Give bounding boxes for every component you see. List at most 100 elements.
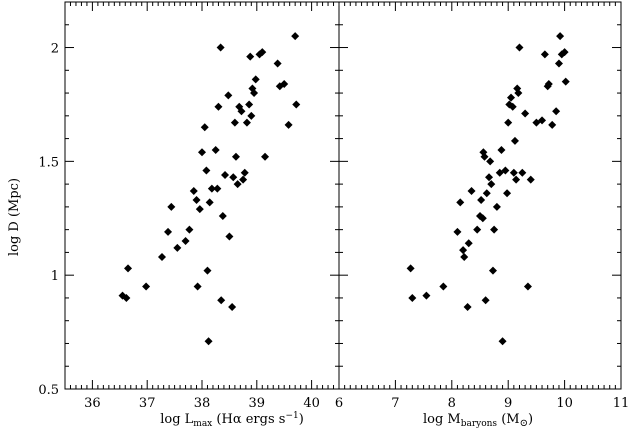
left-x-label-sup: −1 — [285, 411, 298, 421]
right-data-point — [478, 214, 487, 223]
left-data-point — [229, 173, 238, 182]
right-data-point — [459, 246, 468, 255]
left-data-point — [240, 168, 249, 177]
left-data-point — [164, 227, 173, 236]
left-data-point — [250, 89, 259, 98]
right-x-tick-label: 8 — [448, 396, 456, 411]
right-data-point — [508, 102, 517, 111]
right-data-point — [514, 89, 523, 98]
right-x-label-sun: ⊙ — [520, 418, 528, 429]
right-data-point — [422, 291, 431, 300]
left-data-point — [122, 293, 131, 302]
right-data-point — [453, 227, 462, 236]
right-x-axis-label: log Mbaryons (M⊙) — [423, 412, 533, 429]
right-x-tick-label: 11 — [613, 396, 628, 411]
right-data-point — [486, 157, 495, 166]
right-data-point — [481, 296, 490, 305]
left-data-point — [173, 243, 182, 252]
left-data-point — [228, 303, 237, 312]
right-data-point — [480, 152, 489, 161]
right-data-point — [548, 120, 557, 129]
left-data-point — [245, 100, 254, 109]
right-data-point — [408, 293, 417, 302]
right-data-point — [523, 282, 532, 291]
right-x-tick-label: 6 — [335, 396, 343, 411]
right-data-point — [463, 303, 472, 312]
right-data-point — [556, 32, 565, 41]
right-data-point — [515, 43, 524, 52]
left-data-point — [239, 175, 248, 184]
right-data-point — [518, 168, 527, 177]
right-data-point — [460, 252, 469, 261]
right-data-point — [488, 266, 497, 275]
left-plot-frame — [64, 1, 340, 390]
right-data-point — [510, 136, 519, 145]
left-panel: 36 37 38 39 40 0.5 1 1.5 2 — [38, 1, 340, 411]
right-x-label-base: log M — [423, 412, 461, 427]
right-data-point — [487, 180, 496, 189]
left-data-point — [213, 184, 222, 193]
right-data-point — [512, 175, 521, 184]
right-x-label-after-sub: (M — [497, 412, 520, 427]
left-data-point — [231, 152, 240, 161]
right-plot-frame — [338, 1, 622, 390]
right-data-point — [490, 225, 499, 234]
right-x-label-close: ) — [528, 412, 533, 427]
right-data-point — [492, 202, 501, 211]
left-data-point — [192, 196, 201, 205]
right-panel: 6 7 8 9 10 11 — [335, 1, 628, 411]
right-data-point — [473, 225, 482, 234]
left-data-point — [167, 202, 176, 211]
right-data-point — [477, 196, 486, 205]
left-data-point — [221, 171, 230, 180]
left-data-point — [124, 264, 133, 273]
right-x-label-sub: baryons — [461, 419, 498, 429]
left-y-tick-label: 1 — [51, 269, 59, 284]
left-y-tick-label: 0.5 — [38, 383, 59, 398]
right-data-point — [507, 93, 516, 102]
right-data-point — [467, 186, 476, 195]
left-data-point — [204, 337, 213, 346]
right-x-tick-label: 7 — [391, 396, 399, 411]
right-data-point — [560, 48, 569, 57]
right-data-point — [497, 145, 506, 154]
right-data-point — [538, 116, 547, 125]
left-y-tick-label: 2 — [51, 42, 59, 57]
left-data-point — [189, 186, 198, 195]
left-x-tick-label: 40 — [303, 396, 320, 411]
right-data-point — [498, 337, 507, 346]
right-data-point — [504, 118, 513, 127]
right-data-point — [482, 189, 491, 198]
left-data-point — [291, 32, 300, 41]
left-data-point — [195, 205, 204, 214]
left-data-point — [198, 148, 206, 157]
left-data-point — [207, 184, 216, 193]
right-data-point — [561, 77, 570, 86]
left-x-tick-label: 38 — [194, 396, 211, 411]
left-data-point — [203, 266, 212, 275]
left-data-point — [247, 111, 256, 120]
right-data-point — [503, 189, 512, 198]
right-data-point — [464, 239, 473, 248]
left-x-label-base: log L — [160, 412, 193, 427]
left-data-point — [216, 43, 225, 52]
left-x-tick-label: 39 — [249, 396, 266, 411]
left-data-point — [261, 152, 270, 161]
right-data-point — [509, 168, 518, 177]
left-data-point — [181, 237, 190, 246]
left-data-point — [292, 100, 301, 109]
right-data-point — [554, 59, 563, 68]
left-y-tick-label: 1.5 — [38, 155, 59, 170]
left-data-point — [200, 123, 209, 132]
left-data-point — [205, 198, 214, 207]
right-data-point — [439, 282, 448, 291]
left-data-point — [224, 91, 233, 100]
left-data-point — [185, 225, 194, 234]
left-data-point — [258, 48, 267, 57]
right-data-point — [526, 175, 535, 184]
left-data-point — [280, 79, 289, 88]
left-data-point — [251, 75, 260, 84]
right-data-point — [456, 198, 465, 207]
left-x-label-close: ) — [299, 412, 304, 427]
